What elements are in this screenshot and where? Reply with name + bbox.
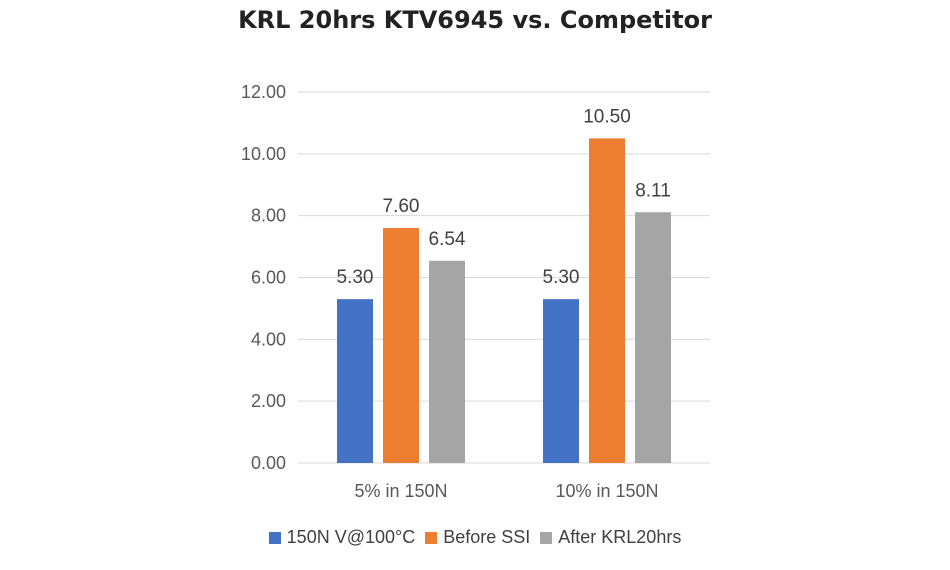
bar [589,138,625,463]
data-label: 5.30 [543,267,580,288]
legend-label: Before SSI [443,527,531,547]
y-tick-label: 4.00 [251,329,286,349]
y-tick-label: 8.00 [251,206,286,226]
chart-title: KRL 20hrs KTV6945 vs. Competitor [238,6,712,34]
y-tick-label: 12.00 [241,82,286,102]
y-tick-label: 6.00 [251,268,286,288]
bar [543,299,579,463]
x-tick-label: 10% in 150N [555,481,658,501]
legend-swatch [268,531,281,544]
y-tick-label: 10.00 [241,144,286,164]
y-tick-label: 2.00 [251,391,286,411]
bar [429,260,465,463]
x-tick-label: 5% in 150N [354,481,447,501]
plot-area: 0.00 2.00 4.00 6.00 8.00 10.00 12.00 5.30 7.60 6.… [241,82,710,501]
y-tick-label: 0.00 [251,453,286,473]
data-label: 7.60 [383,196,420,217]
legend-label: After KRL20hrs [558,527,682,547]
bar [635,212,671,463]
legend: 150N V@100°C Before SSI After KRL20hrs [0,527,950,548]
legend-item: After KRL20hrs [540,527,681,548]
legend-item: 150N V@100°C [268,527,416,548]
legend-swatch [425,531,438,544]
data-label: 10.50 [583,106,631,127]
bar [337,299,373,463]
legend-item: Before SSI [425,527,530,548]
data-label: 8.11 [635,180,671,201]
data-label: 5.30 [337,267,374,288]
bar [383,228,419,463]
legend-label: 150N V@100°C [286,527,416,547]
data-label: 6.54 [429,229,466,250]
legend-swatch [540,531,553,544]
